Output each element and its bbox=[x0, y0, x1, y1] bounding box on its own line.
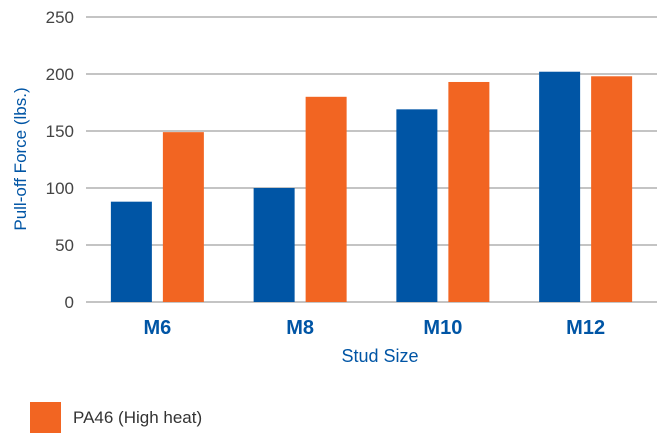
bar bbox=[162, 132, 204, 302]
x-tick-labels: M6 M8 M10 M12 bbox=[143, 317, 605, 339]
y-tick-label: 200 bbox=[46, 65, 74, 84]
legend-label: PA46 (High heat) bbox=[73, 407, 203, 427]
x-tick-label: M10 bbox=[423, 317, 462, 339]
y-tick-label: 150 bbox=[46, 122, 74, 141]
bar bbox=[110, 201, 152, 302]
bar bbox=[396, 109, 438, 302]
x-tick-label: M6 bbox=[143, 317, 171, 339]
x-tick-label: M8 bbox=[286, 317, 314, 339]
y-tick-label: 250 bbox=[46, 8, 74, 27]
bar bbox=[305, 96, 347, 302]
bar bbox=[591, 76, 633, 302]
y-tick-label: 0 bbox=[65, 293, 74, 312]
y-tick-label: 50 bbox=[55, 236, 74, 255]
bar bbox=[539, 71, 581, 302]
y-axis-label: Pull-off Force (lbs.) bbox=[11, 87, 30, 230]
x-axis-label: Stud Size bbox=[341, 346, 418, 366]
bars bbox=[110, 71, 633, 302]
bar bbox=[253, 188, 295, 302]
x-tick-label: M12 bbox=[566, 317, 605, 339]
legend: PA46 (High heat) bbox=[30, 402, 202, 433]
bar bbox=[448, 81, 490, 302]
y-tick-label: 100 bbox=[46, 179, 74, 198]
y-tick-labels: 0 50 100 150 200 250 bbox=[46, 8, 74, 312]
legend-swatch bbox=[30, 402, 61, 433]
